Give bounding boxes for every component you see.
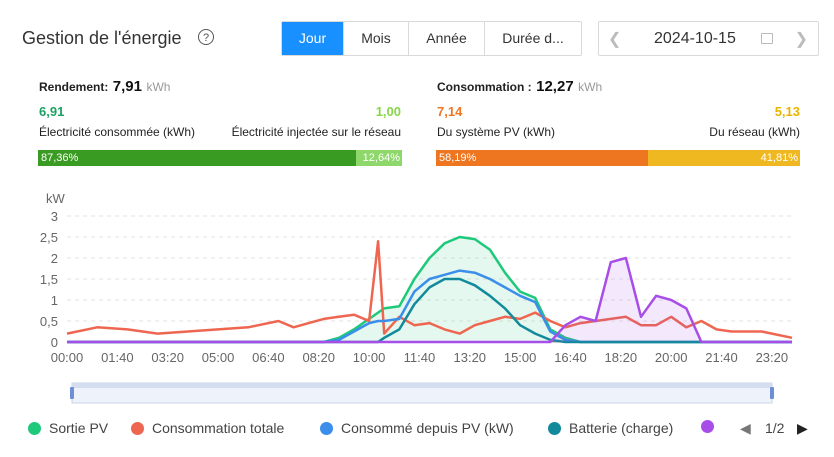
period-tabs: Jour Mois Année Durée d... (281, 21, 582, 56)
chevron-right-icon[interactable]: ❯ (794, 31, 808, 48)
x-tick-label: 23:20 (756, 350, 789, 365)
legend-dot (701, 420, 714, 433)
y-tick-label: 2 (51, 251, 58, 266)
legend-label: Consommation totale (152, 420, 285, 436)
x-tick-label: 10:00 (353, 350, 386, 365)
consumption-ratio-bar: 58,19% 41,81% (436, 150, 800, 166)
date-picker[interactable]: ❮ 2024-10-15 ❯ (598, 21, 819, 56)
yield-ratio-bar: 87,36% 12,64% (38, 150, 402, 166)
x-tick-label: 16:40 (554, 350, 587, 365)
x-tick-label: 15:00 (504, 350, 537, 365)
yield-injected-label: Électricité injectée sur le réseau (231, 125, 401, 139)
consumption-unit: kWh (578, 80, 603, 94)
legend-page-indicator: 1/2 (765, 420, 785, 436)
yield-unit: kWh (146, 80, 171, 94)
yield-consumed-segment: 87,36% (38, 150, 356, 166)
legend-label: Consommé depuis PV (kW) (341, 420, 514, 436)
y-tick-label: 3 (51, 209, 58, 224)
legend-label: Sortie PV (49, 420, 109, 436)
y-tick-label: 1 (51, 293, 58, 308)
zoom-slider-bar (72, 383, 772, 388)
legend-dot (28, 421, 41, 435)
y-tick-label: 0,5 (40, 314, 58, 329)
x-tick-label: 21:40 (705, 350, 738, 365)
date-value[interactable]: 2024-10-15 (654, 30, 736, 47)
x-tick-label: 01:40 (101, 350, 134, 365)
consumption-pv-label: Du système PV (kWh) (437, 125, 556, 139)
legend-label: Batterie (charge) (569, 420, 674, 436)
series-line-4 (67, 256, 792, 344)
legend-item-extra[interactable] (701, 420, 722, 433)
chevron-left-icon[interactable]: ❮ (608, 31, 622, 48)
consumption-summary: Consommation : 12,27 kWh (437, 78, 602, 96)
zoom-handle-left (70, 387, 74, 399)
legend-item-pv-output[interactable]: Sortie PV (28, 420, 108, 436)
x-tick-label: 08:20 (302, 350, 335, 365)
x-tick-label: 00:00 (51, 350, 84, 365)
consumption-pv-value: 7,14 (437, 104, 463, 119)
help-icon[interactable]: ? (198, 29, 214, 45)
yield-value: 7,91 (112, 78, 142, 95)
x-tick-label: 13:20 (454, 350, 487, 365)
calendar-icon[interactable] (761, 33, 773, 44)
consumption-grid-value: 5,13 (774, 104, 800, 119)
tab-month[interactable]: Mois (344, 22, 409, 55)
x-tick-label: 06:40 (252, 350, 285, 365)
yield-consumed-label: Électricité consommée (kWh) (39, 125, 196, 139)
chart-legend: Sortie PV Consommation totale Consommé d… (0, 420, 834, 444)
power-line-chart[interactable]: kW 0 0,5 1 1,5 2 2,5 3 00:00 01:40 03:20 05:00 06:40… (0, 185, 834, 415)
yield-label: Rendement: (39, 80, 109, 94)
yield-summary: Rendement: 7,91 kWh (39, 78, 170, 96)
tab-duration[interactable]: Durée d... (502, 30, 564, 46)
series-area-0 (67, 237, 792, 342)
legend-dot (548, 421, 561, 435)
x-tick-label: 18:20 (605, 350, 638, 365)
legend-item-total-consumption[interactable]: Consommation totale (131, 420, 284, 436)
series-line-1 (66, 239, 793, 340)
consumption-pv-segment: 58,19% (436, 150, 648, 166)
tab-day[interactable]: Jour (282, 22, 344, 55)
yield-injected-segment: 12,64% (355, 150, 402, 166)
y-axis-label: kW (46, 191, 66, 206)
zoom-handle-right (770, 387, 774, 399)
y-tick-label: 2,5 (40, 230, 58, 245)
legend-item-consumed-from-pv[interactable]: Consommé depuis PV (kW) (320, 420, 514, 436)
legend-dot (131, 421, 144, 435)
x-tick-label: 05:00 (202, 350, 235, 365)
x-tick-label: 20:00 (655, 350, 688, 365)
consumption-grid-segment: 41,81% (647, 150, 800, 166)
series-area-4 (67, 258, 792, 342)
x-tick-label: 11:40 (404, 350, 436, 365)
legend-dot (320, 421, 333, 435)
x-tick-label: 03:20 (151, 350, 184, 365)
consumption-label: Consommation : (437, 80, 532, 94)
tab-year[interactable]: Année (409, 22, 485, 55)
legend-prev-page-icon[interactable]: ◀ (740, 420, 751, 436)
yield-injected-value: 1,00 (375, 104, 401, 119)
y-tick-label: 0 (51, 335, 58, 350)
legend-next-page-icon[interactable]: ▶ (797, 420, 808, 436)
consumption-value: 12,27 (536, 78, 574, 95)
yield-consumed-value: 6,91 (39, 104, 65, 119)
y-tick-label: 1,5 (40, 272, 58, 287)
page-title: Gestion de l'énergie (22, 28, 182, 48)
consumption-grid-label: Du réseau (kWh) (709, 125, 800, 139)
legend-item-battery-charge[interactable]: Batterie (charge) (548, 420, 673, 436)
